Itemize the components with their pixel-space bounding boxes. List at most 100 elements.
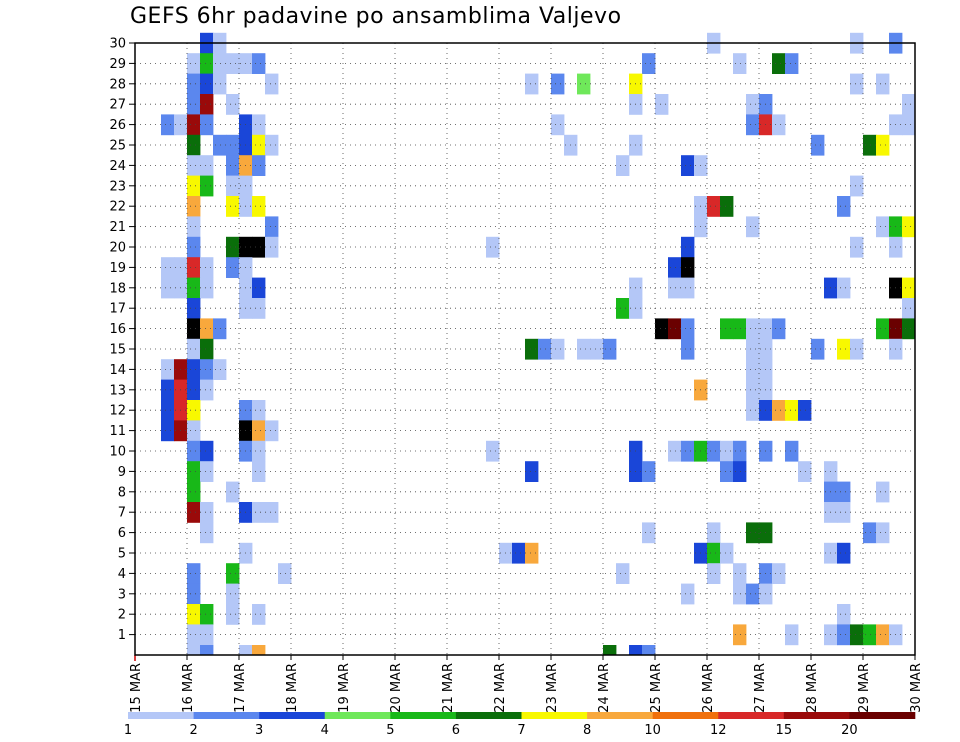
heatmap-cell — [226, 196, 240, 217]
colorbar-label: 7 — [517, 723, 525, 738]
heatmap-cell — [551, 73, 565, 95]
heatmap-cell — [746, 400, 760, 421]
heatmap-cell — [837, 542, 851, 564]
cells-layer — [161, 32, 916, 656]
colorbar-segment — [259, 712, 326, 719]
heatmap-cell — [798, 461, 812, 482]
heatmap-cell — [226, 604, 240, 625]
heatmap-cell — [707, 440, 721, 462]
y-tick-label: 26 — [109, 118, 126, 133]
heatmap-cell — [187, 298, 201, 319]
x-tick-label: 20 MAR — [389, 663, 404, 713]
colorbar-segment — [324, 712, 391, 719]
heatmap-cell — [226, 53, 240, 74]
heatmap-cell — [863, 134, 877, 156]
heatmap-cell — [226, 155, 240, 176]
heatmap-cell — [876, 481, 890, 503]
heatmap-cell — [785, 400, 799, 421]
heatmap-cell — [525, 461, 539, 482]
heatmap-cell — [252, 440, 266, 462]
heatmap-cell — [187, 583, 201, 605]
heatmap-cell — [525, 73, 539, 95]
heatmap-cell — [187, 440, 201, 462]
heatmap-cell — [187, 134, 201, 156]
colorbar-legend: 1 2 3 4 5 6 7 8 10 12 15 20 — [124, 712, 916, 738]
y-tick-label: 27 — [109, 98, 126, 113]
heatmap-cell — [239, 645, 253, 656]
heatmap-cell — [161, 420, 175, 442]
heatmap-cell — [798, 400, 812, 421]
heatmap-cell — [226, 583, 240, 605]
heatmap-cell — [616, 563, 630, 584]
heatmap-cell — [720, 318, 734, 340]
y-tick-label: 29 — [109, 57, 126, 72]
heatmap-cell — [278, 563, 292, 584]
heatmap-cell — [603, 645, 617, 656]
heatmap-cell — [525, 542, 539, 564]
heatmap-cell — [265, 420, 279, 442]
heatmap-cell — [252, 236, 266, 258]
y-tick-label: 24 — [109, 159, 126, 174]
heatmap-cell — [161, 379, 175, 401]
heatmap-cell — [252, 502, 266, 523]
heatmap-cell — [200, 277, 214, 299]
heatmap-cell — [746, 379, 760, 401]
heatmap-cell — [187, 257, 201, 278]
heatmap-cell — [681, 277, 695, 299]
heatmap-cell — [746, 522, 760, 544]
heatmap-cell — [538, 338, 552, 360]
colorbar-segment — [718, 712, 785, 719]
heatmap-cell — [161, 114, 175, 136]
y-tick-label: 14 — [109, 363, 126, 378]
heatmap-cell — [668, 440, 682, 462]
y-tick-label: 8 — [118, 485, 126, 500]
heatmap-cell — [577, 73, 591, 95]
heatmap-cell — [226, 563, 240, 584]
heatmap-cell — [772, 318, 786, 340]
heatmap-cell — [746, 338, 760, 360]
heatmap-cell — [655, 318, 669, 340]
heatmap-cell — [187, 420, 201, 442]
colorbar-label: 8 — [583, 723, 591, 738]
y-tick-label: 22 — [109, 200, 126, 215]
y-tick-label: 3 — [118, 587, 126, 602]
y-tick-label: 17 — [109, 302, 126, 317]
heatmap-cell — [772, 400, 786, 421]
heatmap-cell — [681, 155, 695, 176]
x-tick-label: 19 MAR — [337, 663, 352, 713]
heatmap-cell — [850, 624, 864, 646]
heatmap-cell — [733, 563, 747, 584]
heatmap-cell — [187, 196, 201, 217]
heatmap-cell — [187, 604, 201, 625]
chart-title: GEFS 6hr padavine po ansamblima Valjevo — [130, 4, 622, 29]
x-tick-label: 30 MAR — [909, 663, 924, 713]
heatmap-cell — [746, 583, 760, 605]
colorbar-segment — [783, 712, 850, 719]
heatmap-cell — [226, 257, 240, 278]
heatmap-cell — [785, 624, 799, 646]
heatmap-cell — [213, 73, 227, 95]
colorbar-label: 3 — [255, 723, 263, 738]
heatmap-cell — [707, 196, 721, 217]
heatmap-cell — [200, 440, 214, 462]
heatmap-cell — [265, 134, 279, 156]
heatmap-cell — [642, 645, 656, 656]
heatmap-cell — [187, 318, 201, 340]
colorbar-label: 4 — [321, 723, 329, 738]
heatmap-cell — [512, 542, 526, 564]
heatmap-cell — [746, 318, 760, 340]
heatmap-cell — [187, 53, 201, 74]
heatmap-cell — [161, 400, 175, 421]
colorbar-segment — [193, 712, 260, 719]
heatmap-cell — [200, 94, 214, 115]
heatmap-cell — [733, 53, 747, 74]
heatmap-cell — [876, 134, 890, 156]
heatmap-cell — [187, 114, 201, 136]
y-tick-label: 5 — [118, 547, 126, 562]
x-tick-label: 22 MAR — [493, 663, 508, 713]
heatmap-cell — [187, 94, 201, 115]
heatmap-cell — [265, 73, 279, 95]
y-tick-label: 15 — [109, 343, 126, 358]
heatmap-cell — [187, 277, 201, 299]
heatmap-cell — [213, 318, 227, 340]
